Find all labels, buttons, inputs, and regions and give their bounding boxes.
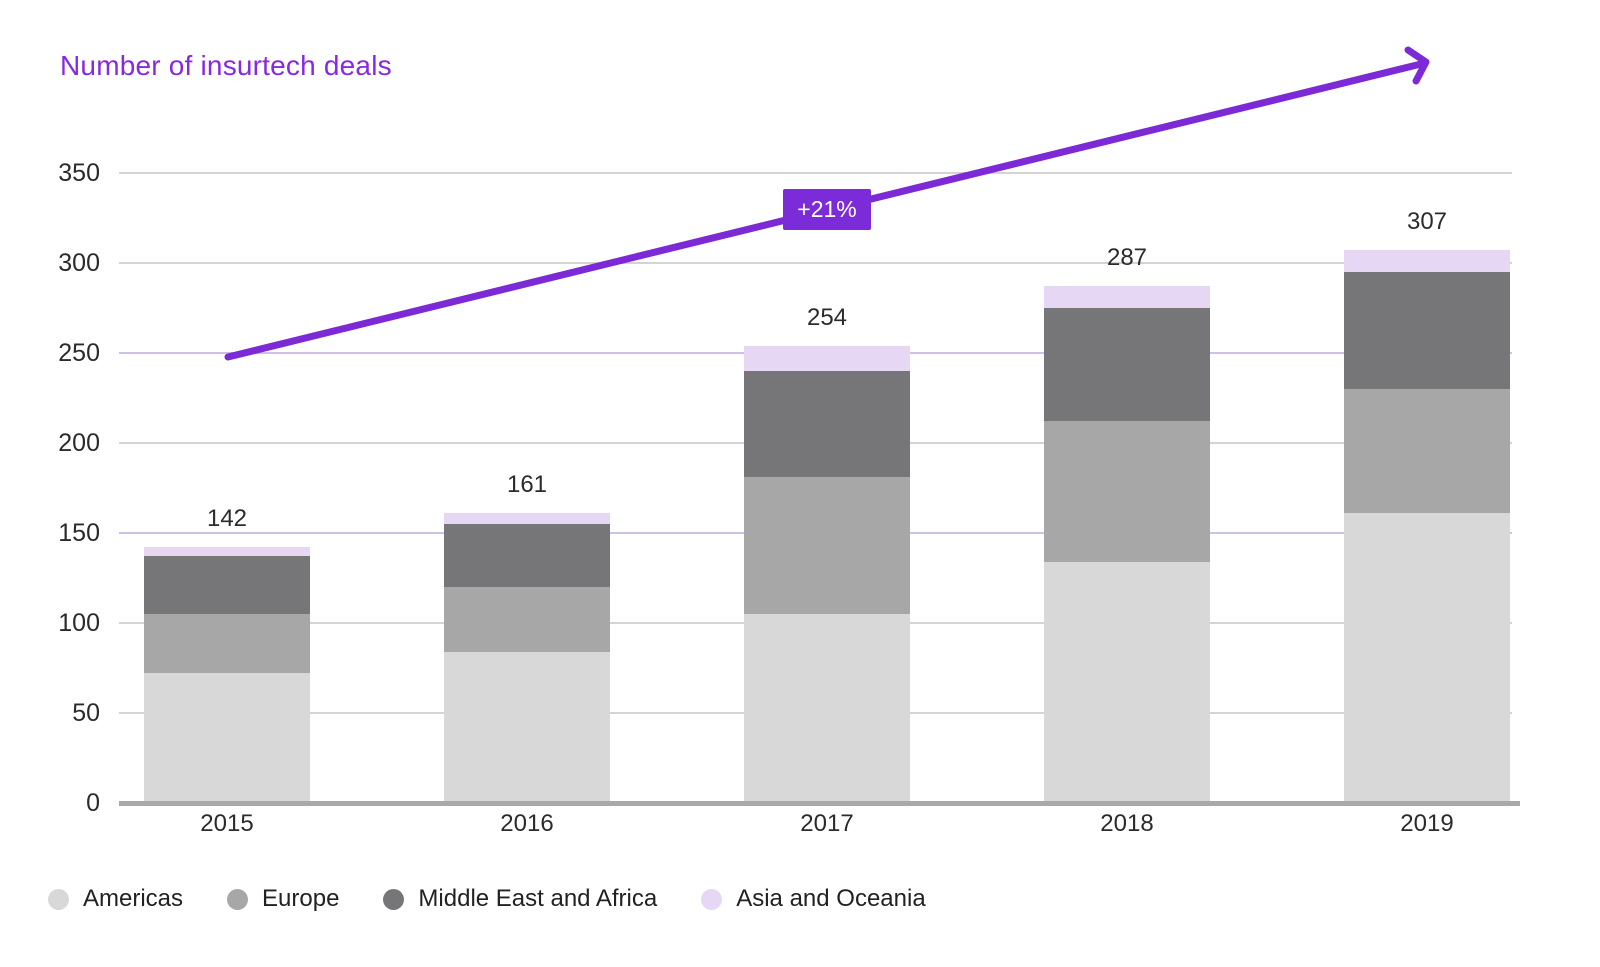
legend-label-europe: Europe bbox=[262, 885, 340, 912]
legend-dot-icon-middle-east-and-africa bbox=[383, 888, 405, 910]
y-tick-label-250: 250 bbox=[58, 339, 100, 367]
bar-2019 bbox=[1344, 250, 1510, 803]
y-tick-label-300: 300 bbox=[58, 249, 100, 277]
gridline-300 bbox=[119, 262, 1512, 264]
bar-segment-europe-2019 bbox=[1344, 389, 1510, 514]
bar-total-2019: 307 bbox=[1406, 208, 1448, 236]
growth-badge-label: +21% bbox=[797, 196, 856, 222]
bar-segment-americas-2018 bbox=[1044, 561, 1210, 803]
bar-segment-middle-east-and-africa-2019 bbox=[1344, 272, 1510, 390]
legend-dot-icon-americas bbox=[48, 888, 69, 910]
bar-segment-middle-east-and-africa-2016 bbox=[444, 524, 610, 588]
legend-label-asia-and-oceania: Asia and Oceania bbox=[736, 885, 926, 912]
y-tick-label-150: 150 bbox=[58, 519, 100, 547]
bar-segment-asia-and-oceania-2019 bbox=[1344, 250, 1510, 273]
chart-title: Number of insurtech deals bbox=[60, 50, 392, 81]
y-tick-label-50: 50 bbox=[72, 699, 100, 727]
y-tick-label-0: 0 bbox=[86, 789, 100, 817]
legend-dot-icon-asia-and-oceania bbox=[701, 888, 723, 910]
bar-segment-asia-and-oceania-2018 bbox=[1044, 286, 1210, 309]
bar-total-2017: 254 bbox=[806, 303, 848, 331]
legend-label-americas: Americas bbox=[83, 885, 184, 912]
bar-segment-europe-2016 bbox=[444, 587, 610, 652]
x-tick-label-2018: 2018 bbox=[1100, 810, 1154, 837]
legend-item-americas: Americas bbox=[48, 885, 183, 913]
bar-segment-asia-and-oceania-2017 bbox=[744, 345, 910, 372]
x-tick-label-2019: 2019 bbox=[1400, 810, 1454, 837]
y-tick-label-100: 100 bbox=[58, 609, 100, 637]
bar-2017 bbox=[744, 345, 910, 803]
bar-segment-europe-2018 bbox=[1044, 421, 1210, 562]
y-tick-label-200: 200 bbox=[58, 429, 100, 457]
bar-total-2015: 142 bbox=[206, 505, 248, 533]
bar-total-2018: 287 bbox=[1106, 244, 1148, 272]
bar-segment-europe-2017 bbox=[744, 477, 910, 614]
growth-badge bbox=[783, 189, 871, 230]
chart-legend: Americas Europe Middle East and Africa Asia… bbox=[48, 878, 926, 920]
bar-2018 bbox=[1044, 286, 1210, 803]
bar-segment-americas-2017 bbox=[744, 614, 910, 803]
legend-item-asia-and-oceania: Asia and Oceania bbox=[701, 885, 926, 913]
x-tick-label-2017: 2017 bbox=[800, 810, 854, 837]
arrow-head-icon bbox=[1404, 46, 1430, 85]
bar-segment-middle-east-and-africa-2015 bbox=[144, 556, 310, 615]
y-tick-label-350: 350 bbox=[58, 159, 100, 187]
x-tick-label-2016: 2016 bbox=[500, 810, 554, 837]
bar-segment-asia-and-oceania-2015 bbox=[144, 547, 310, 557]
bar-total-2016: 161 bbox=[506, 471, 548, 499]
bar-segment-asia-and-oceania-2016 bbox=[444, 513, 610, 525]
bar-segment-middle-east-and-africa-2018 bbox=[1044, 308, 1210, 422]
legend-dot-icon-europe bbox=[227, 888, 249, 910]
x-axis-line bbox=[119, 801, 1520, 806]
bar-segment-europe-2015 bbox=[144, 614, 310, 674]
x-tick-label-2015: 2015 bbox=[200, 810, 254, 837]
bar-segment-americas-2016 bbox=[444, 651, 610, 803]
bar-segment-americas-2015 bbox=[144, 673, 310, 803]
legend-label-middle-east-and-africa: Middle East and Africa bbox=[418, 885, 658, 912]
legend-item-europe: Europe bbox=[227, 885, 339, 913]
bar-2016 bbox=[444, 513, 610, 803]
bar-2015 bbox=[144, 547, 310, 803]
gridline-350 bbox=[119, 172, 1512, 174]
bar-segment-middle-east-and-africa-2017 bbox=[744, 371, 910, 478]
bar-segment-americas-2019 bbox=[1344, 513, 1510, 803]
legend-item-middle-east-and-africa: Middle East and Africa bbox=[383, 885, 657, 913]
